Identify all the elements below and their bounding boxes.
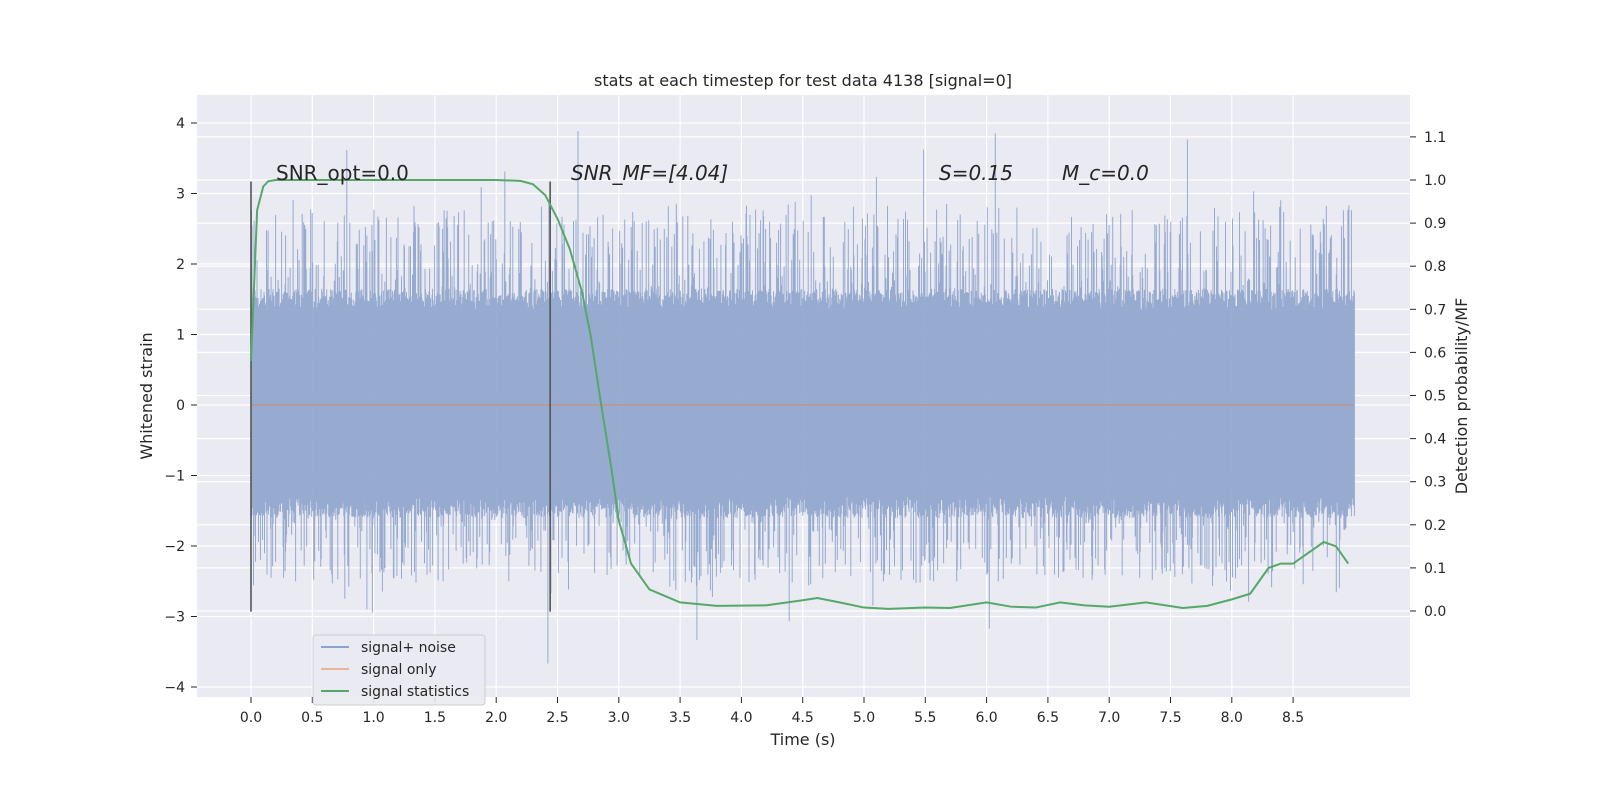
y-axis-label: Whitened strain <box>137 332 156 459</box>
y2-tick-label: 0.0 <box>1424 604 1446 620</box>
y2-tick-label: 1.0 <box>1424 173 1446 189</box>
x-tick-label: 0.0 <box>240 710 262 726</box>
x-tick-label: 4.5 <box>792 710 814 726</box>
x-tick-label: 8.0 <box>1221 710 1243 726</box>
chart-title: stats at each timestep for test data 413… <box>594 71 1012 90</box>
x-tick-label: 2.5 <box>546 710 568 726</box>
y2-tick-label: 0.5 <box>1424 389 1446 405</box>
x-tick-label: 4.0 <box>730 710 752 726</box>
annotation-mc: M_c=0.0 <box>1062 161 1149 185</box>
y2-tick-label: 0.8 <box>1424 259 1446 275</box>
y2-tick-label: 0.6 <box>1424 345 1446 361</box>
x-tick-label: 1.0 <box>362 710 384 726</box>
x-tick-label: 7.5 <box>1159 710 1181 726</box>
y2-tick-label: 0.7 <box>1424 302 1446 318</box>
annotation-s: S=0.15 <box>939 161 1013 185</box>
y-tick-label: 3 <box>176 187 185 203</box>
y2-tick-label: 0.1 <box>1424 561 1446 577</box>
y-tick-label: −3 <box>164 610 185 626</box>
annotation-snr-opt: SNR_opt=0.0 <box>276 161 409 185</box>
x-tick-label: 3.5 <box>669 710 691 726</box>
y2-tick-label: 0.3 <box>1424 475 1446 491</box>
x-tick-label: 8.5 <box>1282 710 1304 726</box>
x-tick-label: 5.5 <box>914 710 936 726</box>
y-tick-label: 2 <box>176 257 185 273</box>
legend-label-noise: signal+ noise <box>361 640 456 656</box>
y2-tick-label: 0.9 <box>1424 216 1446 232</box>
x-tick-label: 6.0 <box>975 710 997 726</box>
y2-tick-label: 1.1 <box>1424 130 1446 146</box>
y-tick-label: 4 <box>176 116 185 132</box>
x-tick-label: 3.0 <box>608 710 630 726</box>
x-axis-label: Time (s) <box>769 730 835 749</box>
x-tick-label: 7.0 <box>1098 710 1120 726</box>
y-tick-label: 0 <box>176 398 185 414</box>
x-tick-label: 6.5 <box>1037 710 1059 726</box>
legend: signal+ noise signal only signal statist… <box>312 634 486 706</box>
series-signal-statistics <box>250 179 1350 610</box>
x-tick-label: 0.5 <box>301 710 323 726</box>
y2-tick-label: 0.2 <box>1424 518 1446 534</box>
legend-label-stats: signal statistics <box>361 684 469 700</box>
y-tick-label: −2 <box>164 539 185 555</box>
legend-box <box>312 634 486 706</box>
legend-label-signal: signal only <box>361 662 436 678</box>
y2-axis-label: Detection probability/MF <box>1452 298 1471 495</box>
y-tick-label: −4 <box>164 680 185 696</box>
y-tick-label: −1 <box>164 469 185 485</box>
x-tick-label: 5.0 <box>853 710 875 726</box>
x-tick-label: 1.5 <box>424 710 446 726</box>
y2-tick-label: 0.4 <box>1424 432 1446 448</box>
x-tick-label: 2.0 <box>485 710 507 726</box>
y-tick-label: 1 <box>176 328 185 344</box>
annotation-snr-mf: SNR_MF=[4.04] <box>571 161 728 185</box>
